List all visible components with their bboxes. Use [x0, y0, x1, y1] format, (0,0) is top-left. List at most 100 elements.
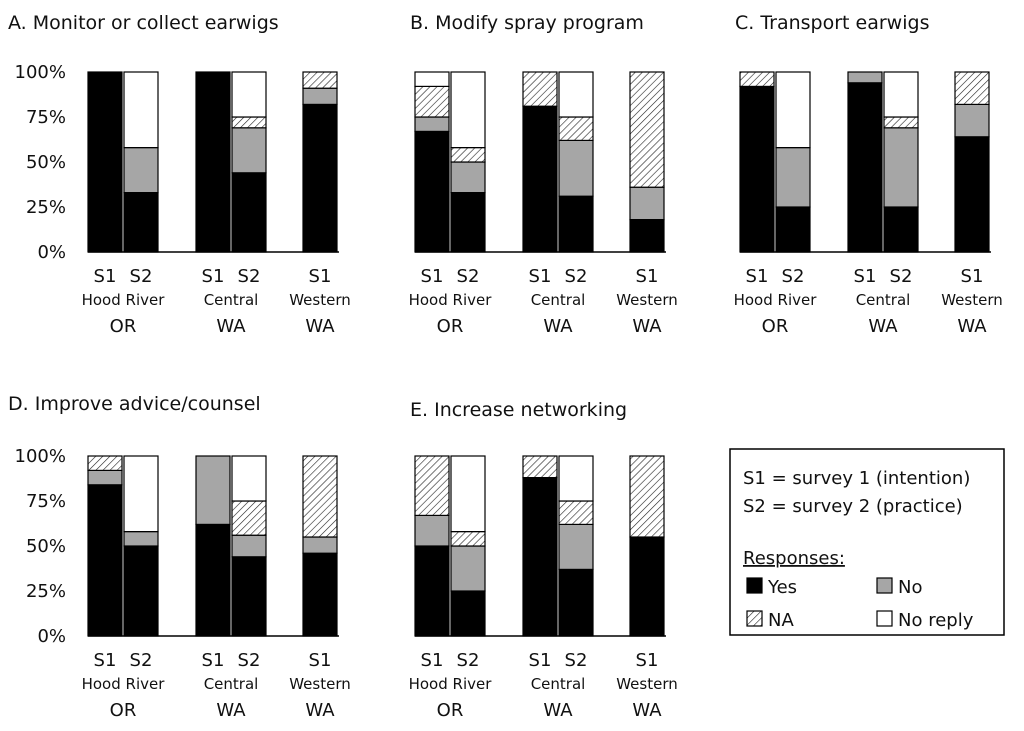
survey-label: S2: [457, 650, 480, 671]
bar-group: S1 Western WA: [616, 455, 678, 721]
bar-segment-no-reply: [450, 71, 486, 149]
bar-segment-no-reply: [558, 71, 594, 118]
survey-label: S2: [565, 650, 588, 671]
survey-label: S1: [202, 266, 225, 287]
chart-panels: A. Monitor or collect earwigs 100% 75% 50% 2…: [8, 12, 1003, 721]
bar-segment-no: [450, 161, 486, 194]
y-tick-label: 0%: [37, 626, 66, 647]
y-tick-label: 25%: [26, 581, 66, 602]
state-label: WA: [543, 700, 573, 721]
survey-label: S1: [94, 266, 117, 287]
bar-segment-yes: [195, 523, 231, 637]
legend-item-label: NA: [768, 610, 794, 631]
bar-segment-yes: [414, 130, 450, 253]
bar-segment-yes: [450, 192, 486, 253]
survey-label: S1: [202, 650, 225, 671]
panel-title: C. Transport earwigs: [735, 12, 929, 34]
bar-segment-no: [883, 127, 919, 208]
survey-label: S1: [309, 266, 332, 287]
legend-definition: S1 = survey 1 (intention): [743, 468, 970, 489]
bar-group: S1 S2 Central WA: [195, 71, 267, 337]
survey-label: S1: [529, 266, 552, 287]
y-tick-label: 75%: [26, 491, 66, 512]
bar-segment-na: [629, 455, 665, 538]
bar-segment-na: [558, 500, 594, 525]
bar-segment-no: [195, 455, 231, 526]
legend-heading: Responses:: [743, 548, 845, 569]
bar-group: S1 S2 Hood River OR: [82, 455, 166, 721]
bar-segment-yes: [558, 568, 594, 637]
bar-segment-yes: [87, 484, 123, 637]
state-label: WA: [868, 316, 898, 337]
survey-label: S1: [636, 650, 659, 671]
state-label: WA: [632, 316, 662, 337]
bar-segment-yes: [883, 206, 919, 253]
bar-segment-no: [231, 127, 267, 174]
survey-label: S2: [565, 266, 588, 287]
y-tick-label: 100%: [15, 62, 66, 83]
bar-segment-no: [123, 147, 159, 194]
bar-segment-yes: [414, 545, 450, 637]
site-label: Western: [289, 291, 351, 309]
y-tick-label: 25%: [26, 197, 66, 218]
bar-segment-na: [450, 147, 486, 163]
y-tick-label: 75%: [26, 107, 66, 128]
legend-definition: S2 = survey 2 (practice): [743, 496, 963, 517]
bar-segment-no-reply: [450, 455, 486, 533]
survey-label: S1: [421, 650, 444, 671]
state-label: OR: [762, 316, 789, 337]
bar-segment-yes: [558, 195, 594, 253]
bar-segment-na: [739, 71, 775, 87]
legend-item-label: No: [898, 577, 922, 598]
bar-segment-no-reply: [558, 455, 594, 502]
bar-segment-na: [558, 116, 594, 141]
bar-segment-na: [629, 71, 665, 188]
bar-segment-yes: [629, 219, 665, 253]
panel-title: A. Monitor or collect earwigs: [8, 12, 279, 34]
state-label: WA: [305, 700, 335, 721]
bar-segment-na: [302, 71, 338, 89]
state-label: OR: [437, 316, 464, 337]
legend: S1 = survey 1 (intention) S2 = survey 2 (…: [729, 448, 1005, 636]
bar-group: S1 S2 Central WA: [522, 455, 594, 721]
site-label: Hood River: [409, 675, 493, 693]
state-label: OR: [437, 700, 464, 721]
legend-swatch-na: [746, 610, 763, 627]
bar-segment-na: [522, 455, 558, 479]
panel-title: E. Increase networking: [410, 399, 627, 421]
bar-segment-no: [302, 536, 338, 554]
bar-segment-no-reply: [231, 71, 267, 118]
bar-segment-no-reply: [775, 71, 811, 149]
bar-segment-yes: [739, 85, 775, 253]
bar-segment-na: [302, 455, 338, 538]
bar-segment-yes: [847, 82, 883, 253]
bar-segment-no: [629, 186, 665, 221]
survey-label: S1: [529, 650, 552, 671]
y-tick-label: 100%: [15, 446, 66, 467]
survey-label: S1: [94, 650, 117, 671]
state-label: WA: [216, 700, 246, 721]
site-label: Central: [204, 675, 259, 693]
site-label: Western: [941, 291, 1003, 309]
panel-e: E. Increase networking S1 S2 Hood River OR S1…: [409, 399, 678, 721]
bar-segment-yes: [302, 103, 338, 253]
site-label: Hood River: [82, 675, 166, 693]
bar-segment-no-reply: [414, 71, 450, 87]
legend-box: [729, 448, 1005, 636]
bar-segment-no-reply: [231, 455, 267, 502]
y-tick-label: 50%: [26, 536, 66, 557]
bar-segment-yes: [87, 71, 123, 253]
bar-segment-na: [414, 455, 450, 517]
bar-segment-no: [414, 116, 450, 132]
legend-item-label: Yes: [767, 577, 797, 598]
bar-group: S1 S2 Central WA: [522, 71, 594, 337]
site-label: Western: [616, 291, 678, 309]
site-label: Hood River: [82, 291, 166, 309]
panel-title: B. Modify spray program: [410, 12, 644, 34]
site-label: Western: [616, 675, 678, 693]
state-label: OR: [110, 316, 137, 337]
survey-label: S1: [421, 266, 444, 287]
survey-label: S1: [309, 650, 332, 671]
